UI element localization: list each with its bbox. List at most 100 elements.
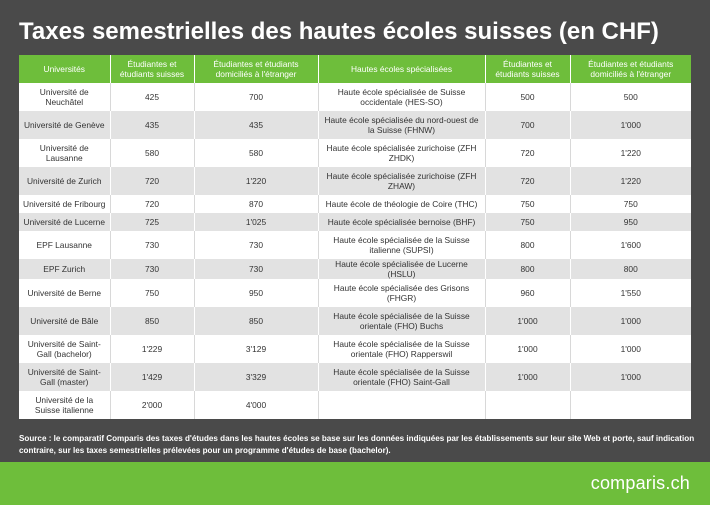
cell-uni-foreign-fee: 4'000	[194, 391, 319, 419]
table-row: Université de Neuchâtel 425 700 Haute école…	[19, 83, 691, 111]
cell-uni-foreign-fee: 1'025	[194, 213, 319, 231]
cell-university: Université de Saint-Gall (master)	[19, 363, 111, 391]
cell-uas-swiss-fee: 800	[485, 259, 571, 279]
cell-uas-foreign-fee: 1'220	[570, 139, 691, 167]
cell-uas-swiss-fee: 960	[485, 279, 571, 307]
cell-uni-foreign-fee: 580	[194, 139, 319, 167]
header-uas-swiss-students: Étudiantes et étudiants suisses	[485, 55, 571, 83]
cell-university: Université de Berne	[19, 279, 111, 307]
cell-uni-foreign-fee: 730	[194, 259, 319, 279]
cell-uas-name: Haute école spécialisée bernoise (BHF)	[318, 213, 486, 231]
cell-uas-name	[318, 391, 486, 419]
header-uni-foreign-students: Étudiantes et étudiants domiciliés à l'é…	[194, 55, 319, 83]
cell-uni-foreign-fee: 870	[194, 195, 319, 213]
cell-uas-name: Haute école spécialisée zurichoise (ZFH …	[318, 139, 486, 167]
cell-uas-swiss-fee: 1'000	[485, 307, 571, 335]
cell-uas-foreign-fee: 1'220	[570, 167, 691, 195]
cell-uas-name: Haute école spécialisée de Lucerne (HSLU…	[318, 259, 486, 279]
comparis-logo: comparis.ch	[590, 473, 690, 493]
cell-uas-foreign-fee	[570, 391, 691, 419]
cell-uas-swiss-fee: 1'000	[485, 335, 571, 363]
table-row: Université de Lausanne 580 580 Haute école …	[19, 139, 691, 167]
cell-uas-foreign-fee: 1'000	[570, 111, 691, 139]
cell-uni-swiss-fee: 730	[110, 231, 195, 259]
cell-uas-swiss-fee: 750	[485, 195, 571, 213]
cell-university: EPF Lausanne	[19, 231, 111, 259]
cell-uni-swiss-fee: 1'229	[110, 335, 195, 363]
header-universities: Universités	[19, 55, 111, 83]
cell-university: Université de Lucerne	[19, 213, 111, 231]
cell-uas-name: Haute école spécialisée de la Suisse ori…	[318, 363, 486, 391]
cell-uni-foreign-fee: 3'129	[194, 335, 319, 363]
header-uas-foreign-students: Étudiantes et étudiants domiciliés à l'é…	[570, 55, 691, 83]
cell-uas-name: Haute école spécialisée de la Suisse ori…	[318, 307, 486, 335]
cell-university: EPF Zurich	[19, 259, 111, 279]
table-row: Université de Saint-Gall (bachelor) 1'229…	[19, 335, 691, 363]
cell-uas-foreign-fee: 1'000	[570, 307, 691, 335]
fees-table-container: Universités Étudiantes et étudiants suis…	[19, 55, 691, 419]
cell-uas-foreign-fee: 1'600	[570, 231, 691, 259]
cell-university: Université de la Suisse italienne	[19, 391, 111, 419]
cell-university: Université de Lausanne	[19, 139, 111, 167]
table-header-row: Universités Étudiantes et étudiants suis…	[19, 55, 691, 83]
cell-uas-name: Haute école spécialisée du nord-ouest de…	[318, 111, 486, 139]
table-row: EPF Zurich 730 730 Haute école spécialisée …	[19, 259, 691, 279]
cell-uas-name: Haute école spécialisée des Grisons (FHG…	[318, 279, 486, 307]
cell-uas-swiss-fee	[485, 391, 571, 419]
cell-uni-swiss-fee: 425	[110, 83, 195, 111]
cell-uni-foreign-fee: 950	[194, 279, 319, 307]
table-body: Université de Neuchâtel 425 700 Haute école…	[19, 83, 691, 419]
cell-uas-foreign-fee: 1'000	[570, 335, 691, 363]
cell-uas-name: Haute école spécialisée de la Suisse ita…	[318, 231, 486, 259]
fees-table: Universités Étudiantes et étudiants suis…	[19, 55, 691, 419]
cell-uas-foreign-fee: 750	[570, 195, 691, 213]
table-row: Université de Zurich 720 1'220 Haute école …	[19, 167, 691, 195]
cell-uni-foreign-fee: 850	[194, 307, 319, 335]
cell-uas-foreign-fee: 800	[570, 259, 691, 279]
cell-uas-swiss-fee: 500	[485, 83, 571, 111]
cell-uni-foreign-fee: 730	[194, 231, 319, 259]
table-row: Université de la Suisse italienne 2'000 4'…	[19, 391, 691, 419]
cell-uas-name: Haute école de théologie de Coire (THC)	[318, 195, 486, 213]
cell-university: Université de Fribourg	[19, 195, 111, 213]
cell-uni-swiss-fee: 725	[110, 213, 195, 231]
cell-uni-swiss-fee: 850	[110, 307, 195, 335]
cell-uas-name: Haute école spécialisée de Suisse occide…	[318, 83, 486, 111]
page-title: Taxes semestrielles des hautes écoles su…	[19, 18, 659, 45]
cell-uni-swiss-fee: 720	[110, 167, 195, 195]
cell-university: Université de Bâle	[19, 307, 111, 335]
cell-university: Université de Neuchâtel	[19, 83, 111, 111]
cell-uas-swiss-fee: 720	[485, 167, 571, 195]
cell-uni-foreign-fee: 435	[194, 111, 319, 139]
cell-uas-foreign-fee: 1'000	[570, 363, 691, 391]
cell-uas-name: Haute école spécialisée zurichoise (ZFH …	[318, 167, 486, 195]
cell-uas-foreign-fee: 500	[570, 83, 691, 111]
header-universities-applied-sciences: Hautes écoles spécialisées	[318, 55, 486, 83]
cell-uni-foreign-fee: 3'329	[194, 363, 319, 391]
cell-uas-foreign-fee: 950	[570, 213, 691, 231]
cell-uas-swiss-fee: 1'000	[485, 363, 571, 391]
cell-uni-foreign-fee: 700	[194, 83, 319, 111]
cell-uni-swiss-fee: 580	[110, 139, 195, 167]
cell-uas-swiss-fee: 720	[485, 139, 571, 167]
header-uni-swiss-students: Étudiantes et étudiants suisses	[110, 55, 195, 83]
table-row: Université de Bâle 850 850 Haute école spéc…	[19, 307, 691, 335]
cell-uas-foreign-fee: 1'550	[570, 279, 691, 307]
cell-uni-swiss-fee: 750	[110, 279, 195, 307]
footer-bar: comparis.ch	[0, 462, 710, 505]
table-row: Université de Genève 435 435 Haute école sp…	[19, 111, 691, 139]
cell-uas-name: Haute école spécialisée de la Suisse ori…	[318, 335, 486, 363]
table-row: Université de Fribourg 720 870 Haute école …	[19, 195, 691, 213]
cell-uni-swiss-fee: 730	[110, 259, 195, 279]
cell-uas-swiss-fee: 750	[485, 213, 571, 231]
cell-uni-swiss-fee: 435	[110, 111, 195, 139]
cell-uni-foreign-fee: 1'220	[194, 167, 319, 195]
cell-uni-swiss-fee: 2'000	[110, 391, 195, 419]
cell-uas-swiss-fee: 700	[485, 111, 571, 139]
cell-university: Université de Genève	[19, 111, 111, 139]
cell-uni-swiss-fee: 1'429	[110, 363, 195, 391]
table-row: EPF Lausanne 730 730 Haute école spécialisé…	[19, 231, 691, 259]
table-row: Université de Berne 750 950 Haute école spé…	[19, 279, 691, 307]
cell-university: Université de Zurich	[19, 167, 111, 195]
cell-uas-swiss-fee: 800	[485, 231, 571, 259]
